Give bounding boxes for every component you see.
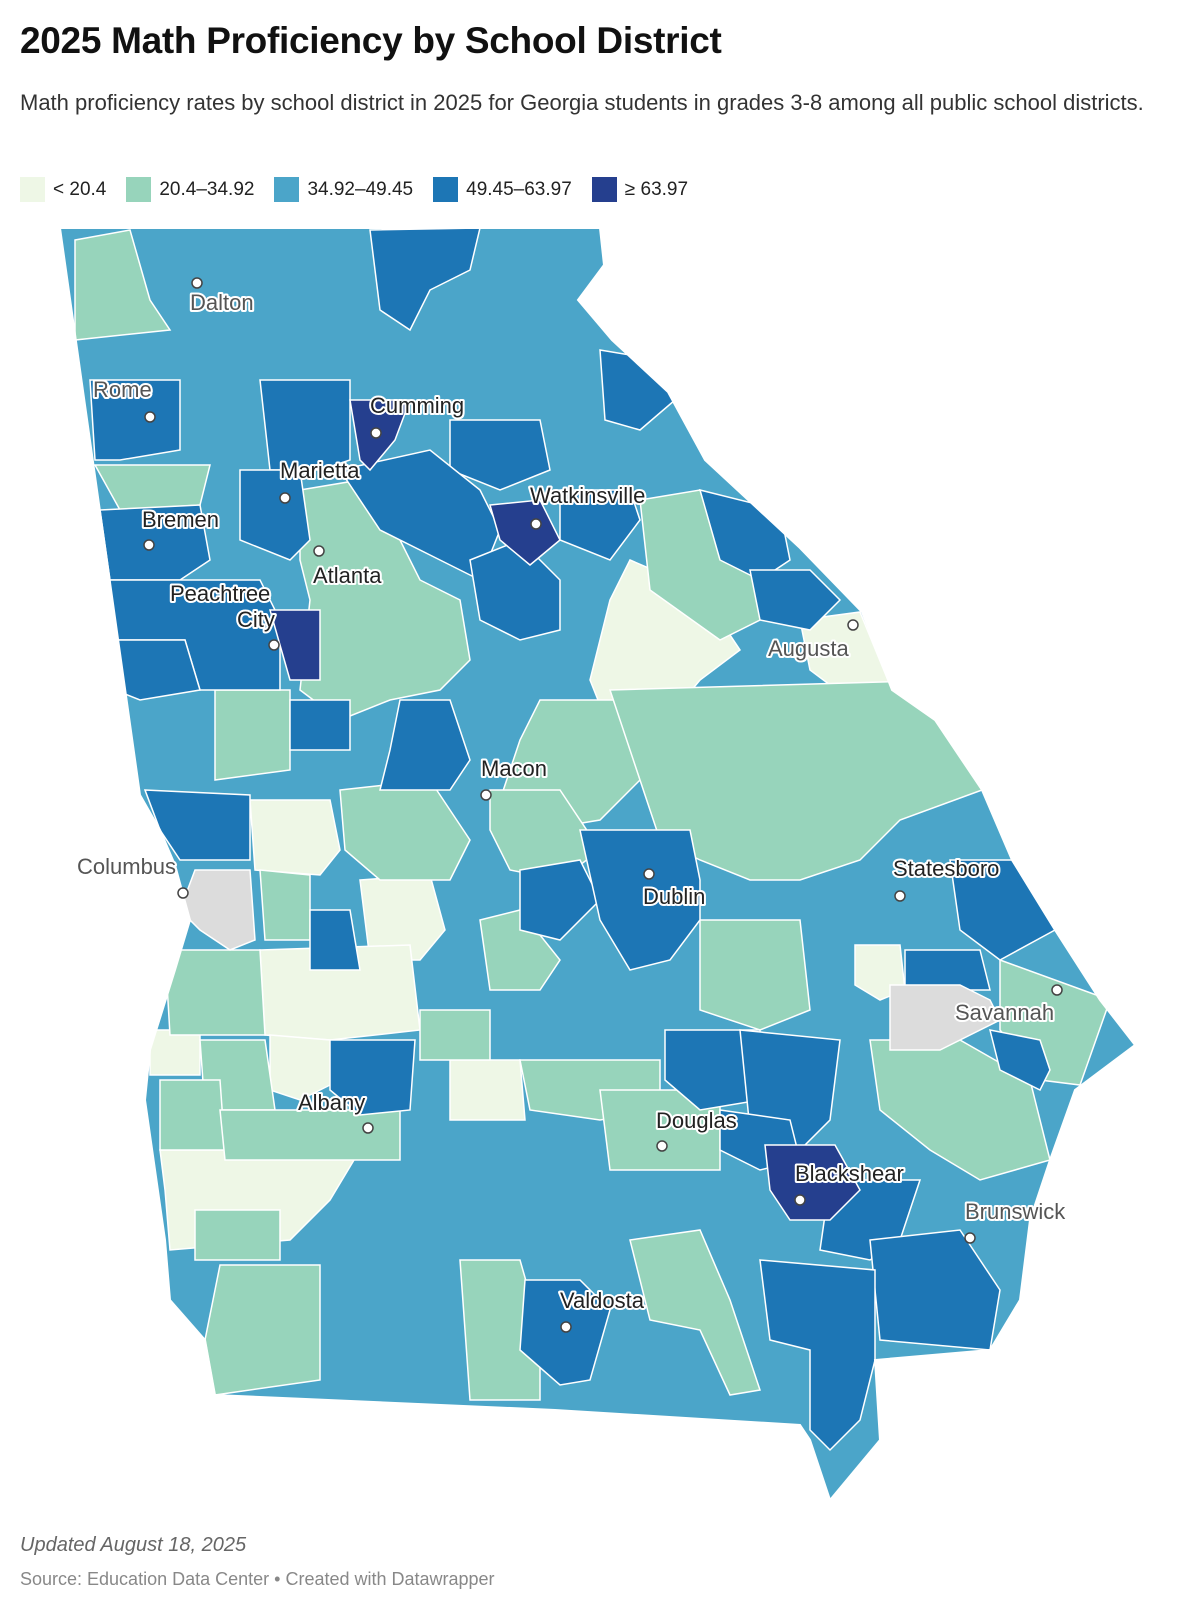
- city-marker-bremen: [143, 539, 155, 551]
- city-label: Rome: [93, 377, 152, 402]
- legend-swatch: [433, 177, 459, 202]
- chart-subtitle: Math proficiency rates by school distric…: [20, 90, 1144, 115]
- legend-swatch: [274, 177, 300, 202]
- districts-low: [74, 229, 1111, 1401]
- city-markers: [143, 277, 1063, 1333]
- city-label: Dalton: [190, 290, 254, 315]
- city-marker-marietta: [279, 492, 291, 504]
- chart-title: 2025 Math Proficiency by School District: [20, 20, 722, 61]
- city-label: Valdosta: [560, 1288, 645, 1313]
- city-label: Marietta: [280, 458, 360, 483]
- legend-label: ≥ 63.97: [624, 178, 689, 200]
- city-label: City: [237, 607, 275, 632]
- city-label: Douglas: [656, 1108, 737, 1133]
- city-label: Brunswick: [965, 1199, 1066, 1224]
- georgia-map: Dalton Rome Cumming Marietta Watkinsvill…: [58, 227, 1137, 1503]
- city-label: Statesboro: [893, 856, 999, 881]
- legend-label: 34.92–49.45: [307, 178, 414, 200]
- legend-label: < 20.4: [53, 178, 107, 200]
- city-label: Augusta: [768, 636, 849, 661]
- city-label: Bremen: [142, 507, 219, 532]
- city-marker-statesboro: [894, 890, 906, 902]
- city-marker-peachtree-city: [268, 639, 280, 651]
- legend-swatch: [126, 177, 152, 202]
- legend-swatch: [20, 177, 45, 202]
- districts-high: [89, 228, 1057, 1452]
- city-marker-savannah: [1051, 984, 1063, 996]
- legend-item: < 20.4: [20, 177, 106, 202]
- city-label: Macon: [481, 756, 547, 781]
- city-marker-albany: [362, 1122, 374, 1134]
- legend-label: 20.4–34.92: [159, 178, 255, 200]
- city-marker-watkinsville: [530, 518, 542, 530]
- city-marker-rome: [144, 411, 156, 423]
- city-marker-brunswick: [964, 1232, 976, 1244]
- city-labels: Dalton Rome Cumming Marietta Watkinsvill…: [75, 288, 1068, 1315]
- city-label: Dublin: [643, 884, 705, 909]
- legend-label: 49.45–63.97: [466, 178, 572, 200]
- legend-item: 49.45–63.97: [433, 177, 572, 202]
- state-outline: [58, 227, 1137, 1503]
- city-marker-macon: [480, 789, 492, 801]
- city-marker-valdosta: [560, 1321, 572, 1333]
- city-marker-blackshear: [794, 1194, 806, 1206]
- updated-note: Updated August 18, 2025: [20, 1534, 247, 1556]
- city-marker-augusta: [847, 619, 859, 631]
- city-label: Savannah: [955, 1000, 1054, 1025]
- city-label: Atlanta: [313, 563, 382, 588]
- city-marker-dalton: [191, 277, 203, 289]
- city-label: Peachtree: [170, 581, 270, 606]
- city-label: Cumming: [370, 393, 464, 418]
- city-marker-atlanta: [313, 545, 325, 557]
- city-label: Columbus: [77, 854, 176, 879]
- city-label: Blackshear: [795, 1161, 904, 1186]
- legend-item: ≥ 63.97: [591, 177, 689, 202]
- legend: < 20.4 20.4–34.92 34.92–49.45 49.45–63.9…: [20, 177, 708, 202]
- city-marker-douglas: [656, 1140, 668, 1152]
- city-marker-cumming: [370, 427, 382, 439]
- source-note: Source: Education Data Center • Created …: [20, 1569, 495, 1589]
- city-marker-columbus: [177, 887, 189, 899]
- city-label: Albany: [298, 1090, 365, 1115]
- city-marker-dublin: [643, 868, 655, 880]
- legend-item: 34.92–49.45: [274, 177, 413, 202]
- city-label: Watkinsville: [530, 483, 645, 508]
- legend-swatch: [591, 177, 617, 202]
- legend-item: 20.4–34.92: [126, 177, 254, 202]
